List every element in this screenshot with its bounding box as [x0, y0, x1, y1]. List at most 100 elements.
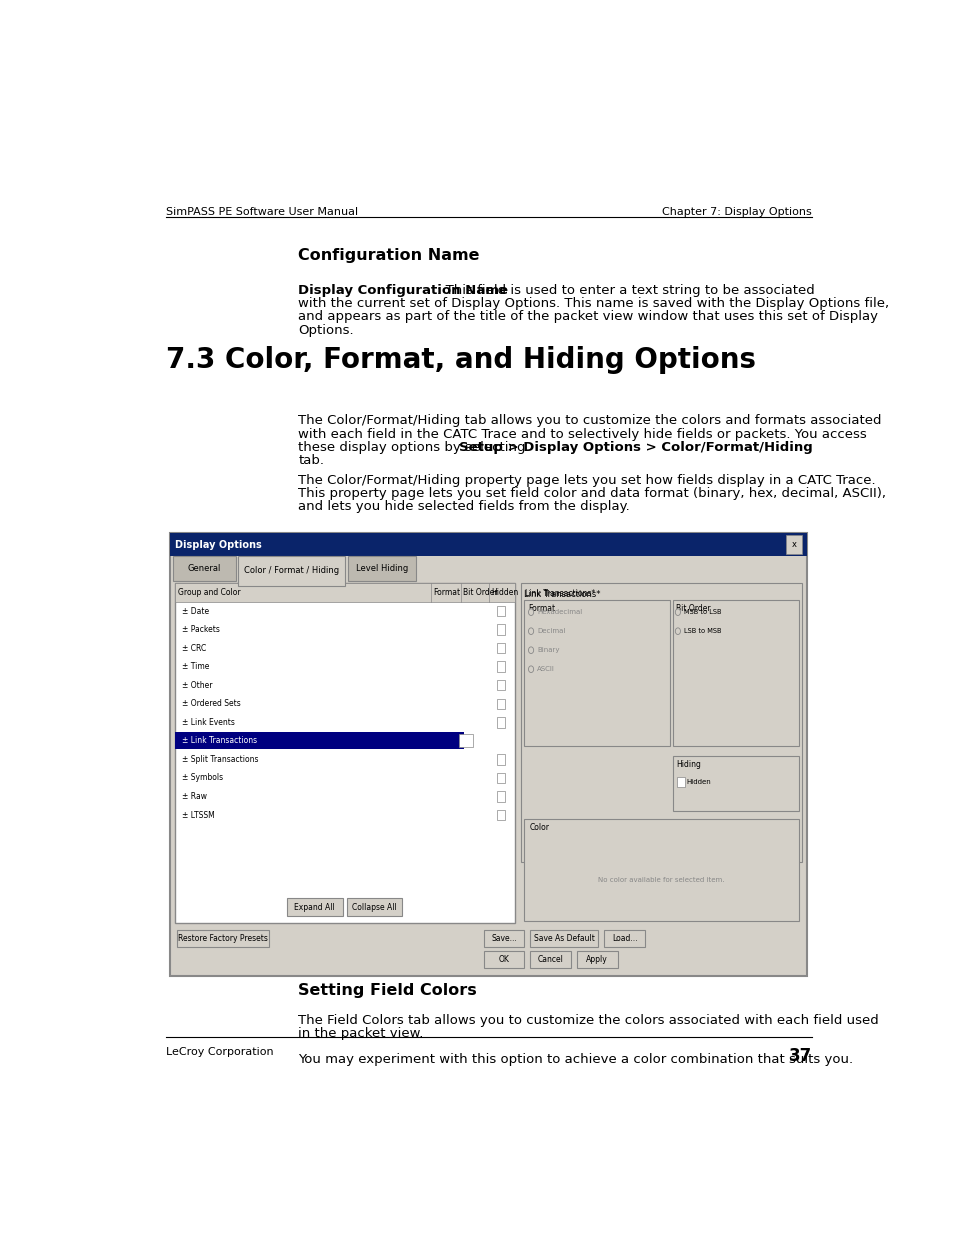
- Text: Level Hiding: Level Hiding: [355, 564, 408, 573]
- Text: Bit Order: Bit Order: [676, 604, 710, 613]
- Bar: [497, 718, 505, 727]
- Bar: [176, 930, 269, 947]
- Bar: [603, 930, 644, 947]
- Bar: [497, 680, 505, 690]
- Bar: [497, 606, 505, 616]
- Text: 7.3 Color, Format, and Hiding Options: 7.3 Color, Format, and Hiding Options: [166, 346, 755, 374]
- Text: ± Date: ± Date: [182, 606, 209, 615]
- Text: ± LTSSM: ± LTSSM: [182, 810, 214, 820]
- Text: Setting Field Colors: Setting Field Colors: [298, 983, 476, 998]
- Bar: [483, 930, 524, 947]
- Circle shape: [675, 609, 679, 615]
- Text: ASCII: ASCII: [537, 666, 555, 672]
- Bar: [497, 810, 505, 820]
- Text: You may experiment with this option to achieve a color combination that suits yo: You may experiment with this option to a…: [298, 1053, 852, 1066]
- Bar: [497, 755, 505, 764]
- Text: in the packet view.: in the packet view.: [298, 1026, 423, 1040]
- Text: Options.: Options.: [298, 324, 354, 337]
- Bar: [459, 734, 472, 747]
- Text: with the current set of Display Options. This name is saved with the Display Opt: with the current set of Display Options.…: [298, 298, 888, 310]
- Circle shape: [528, 647, 533, 653]
- Text: Format: Format: [528, 604, 555, 613]
- Text: Save As Default: Save As Default: [534, 934, 594, 944]
- Circle shape: [528, 609, 533, 615]
- Bar: [497, 773, 505, 783]
- Text: with each field in the CATC Trace and to selectively hide fields or packets. You: with each field in the CATC Trace and to…: [298, 427, 866, 441]
- Bar: [672, 756, 798, 811]
- Text: Binary: Binary: [537, 647, 558, 653]
- Text: and appears as part of the title of the packet view window that uses this set of: and appears as part of the title of the …: [298, 310, 878, 324]
- Text: Configuration Name: Configuration Name: [298, 248, 479, 263]
- Bar: [174, 583, 515, 924]
- Text: x: x: [791, 540, 796, 550]
- Text: MSB to LSB: MSB to LSB: [683, 609, 720, 615]
- Text: Collapse All: Collapse All: [352, 903, 396, 911]
- Text: ± Time: ± Time: [182, 662, 210, 671]
- Text: tab.: tab.: [298, 453, 324, 467]
- Bar: [287, 899, 342, 915]
- Text: No color available for selected item.: No color available for selected item.: [598, 877, 723, 883]
- Text: Format: Format: [433, 588, 460, 597]
- Bar: [523, 819, 798, 921]
- Text: OK: OK: [498, 955, 509, 963]
- Text: Apply: Apply: [586, 955, 607, 963]
- Text: Chapter 7: Display Options: Chapter 7: Display Options: [661, 207, 811, 217]
- Text: Bit Order: Bit Order: [462, 588, 497, 597]
- Bar: [520, 583, 801, 862]
- Text: Hidden: Hidden: [686, 779, 711, 785]
- Text: Expand All: Expand All: [294, 903, 335, 911]
- Text: 37: 37: [788, 1047, 811, 1065]
- Bar: [672, 600, 798, 746]
- Text: The Color/Format/Hiding property page lets you set how fields display in a CATC : The Color/Format/Hiding property page le…: [298, 473, 875, 487]
- Bar: [347, 899, 402, 915]
- Text: Decimal: Decimal: [537, 629, 565, 635]
- Bar: [170, 534, 806, 976]
- Text: ± Symbols: ± Symbols: [182, 773, 223, 783]
- Text: these display options by selecting: these display options by selecting: [298, 441, 529, 453]
- Bar: [677, 777, 684, 787]
- Text: Cancel: Cancel: [537, 955, 563, 963]
- Text: ± Packets: ± Packets: [182, 625, 220, 634]
- Text: Color: Color: [529, 823, 549, 832]
- Bar: [785, 535, 801, 555]
- Text: ± Other: ± Other: [182, 680, 213, 690]
- Text: : This field is used to enter a text string to be associated: : This field is used to enter a text str…: [436, 284, 814, 298]
- Text: Color / Format / Hiding: Color / Format / Hiding: [244, 567, 339, 576]
- Circle shape: [528, 666, 533, 673]
- Text: ± CRC: ± CRC: [182, 643, 206, 652]
- Bar: [347, 556, 416, 580]
- Bar: [173, 556, 235, 580]
- Text: ± Raw: ± Raw: [182, 792, 207, 802]
- Text: LSB to MSB: LSB to MSB: [683, 629, 720, 635]
- Circle shape: [675, 627, 679, 635]
- Text: Restore Factory Presets: Restore Factory Presets: [178, 934, 268, 944]
- Text: and lets you hide selected fields from the display.: and lets you hide selected fields from t…: [298, 500, 629, 513]
- Text: ± Ordered Sets: ± Ordered Sets: [182, 699, 240, 709]
- Bar: [174, 583, 515, 601]
- Text: Group and Color: Group and Color: [178, 588, 241, 597]
- Text: Link Transactions*: Link Transactions*: [524, 589, 595, 599]
- Text: This property page lets you set field color and data format (binary, hex, decima: This property page lets you set field co…: [298, 487, 885, 500]
- Text: ± Link Events: ± Link Events: [182, 718, 234, 727]
- Text: SimPASS PE Software User Manual: SimPASS PE Software User Manual: [166, 207, 357, 217]
- Bar: [497, 699, 505, 709]
- Text: Display Configuration Name: Display Configuration Name: [298, 284, 508, 298]
- Bar: [530, 951, 571, 968]
- Text: Link Transactions*: Link Transactions*: [524, 590, 600, 599]
- Text: General: General: [188, 564, 221, 573]
- Text: Save...: Save...: [491, 934, 517, 944]
- Bar: [523, 600, 669, 746]
- Text: Setup > Display Options > Color/Format/Hiding: Setup > Display Options > Color/Format/H…: [459, 441, 812, 453]
- Bar: [175, 731, 463, 750]
- Text: The Field Colors tab allows you to customize the colors associated with each fie: The Field Colors tab allows you to custo…: [298, 1014, 878, 1026]
- Bar: [497, 643, 505, 653]
- Bar: [577, 951, 617, 968]
- Text: Hiding: Hiding: [676, 761, 700, 769]
- Bar: [497, 792, 505, 802]
- Text: Display Options: Display Options: [174, 540, 261, 550]
- Text: Hexadecimal: Hexadecimal: [537, 609, 581, 615]
- Text: Hidden: Hidden: [491, 588, 517, 597]
- Text: ± Link Transactions: ± Link Transactions: [182, 736, 257, 746]
- Bar: [238, 556, 345, 585]
- Bar: [483, 951, 524, 968]
